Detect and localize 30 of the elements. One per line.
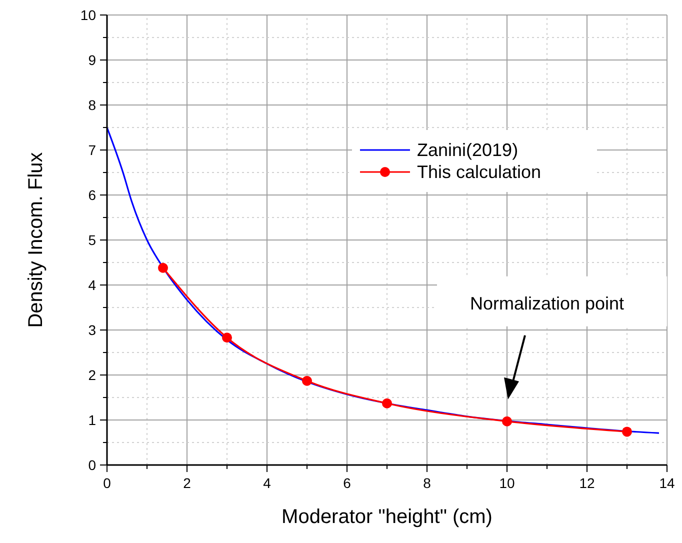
x-axis-title: Moderator "height" (cm): [282, 506, 492, 528]
y-tick-label: 1: [88, 412, 96, 428]
point: [158, 262, 168, 273]
point: [502, 416, 512, 426]
point: [302, 376, 312, 386]
y-tick-label: 4: [88, 277, 96, 293]
x-tick-label: 0: [103, 475, 112, 491]
legend-label: This calculation: [417, 162, 542, 182]
point: [622, 426, 632, 437]
y-tick-label: 6: [88, 187, 96, 203]
y-tick-label: 0: [88, 457, 96, 473]
x-tick-label: 2: [183, 475, 192, 491]
point: [382, 398, 392, 408]
y-tick-label: 3: [88, 322, 96, 338]
y-tick-label: 5: [88, 232, 96, 248]
x-tick-label: 4: [263, 475, 272, 491]
y-tick-label: 9: [88, 52, 96, 68]
y-axis-title: Density Incom. Flux: [25, 152, 47, 328]
y-tick-label: 8: [88, 97, 96, 113]
point: [222, 332, 232, 343]
y-tick-label: 10: [80, 7, 96, 23]
y-tick-label: 7: [88, 142, 96, 158]
y-tick-label: 2: [88, 367, 96, 383]
x-tick-label: 14: [659, 475, 675, 491]
x-tick-label: 10: [499, 475, 515, 491]
x-tick-label: 6: [343, 475, 352, 491]
legend-label: Zanini(2019): [417, 140, 518, 160]
x-tick-label: 8: [423, 475, 432, 491]
annotation: Normalization point: [470, 293, 624, 314]
x-tick-label: 12: [579, 475, 595, 491]
